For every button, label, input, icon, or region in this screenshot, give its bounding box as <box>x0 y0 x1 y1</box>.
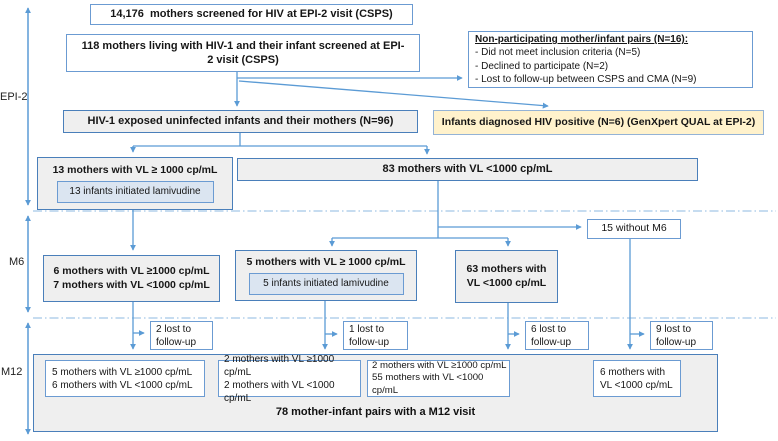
connector-exposed-split <box>133 133 427 147</box>
non-participating-item: - Lost to follow-up between CSPS and CMA… <box>475 73 697 85</box>
lost-box-4: 9 lost to follow-up <box>650 321 713 350</box>
m6-vl-low-line2: VL <1000 cp/mL <box>466 276 547 289</box>
lost-box-1-line2: follow-up <box>156 336 197 348</box>
lamivudine-epi2-text: 13 infants initiated lamivudine <box>69 185 201 197</box>
lost-box-1-line1: 2 lost to <box>156 323 192 335</box>
lamivudine-box-m6: 5 infants initiated lamivudine <box>248 272 404 295</box>
m6-vl-low-box: 63 mothers with VL <1000 cp/mL <box>455 250 558 303</box>
m12-box-2: 2 mothers with VL ≥1000 cp/mL 2 mothers … <box>218 354 361 404</box>
connector-118-to-hiv-positive <box>238 80 549 109</box>
hiv-mothers-box: 118 mothers living with HIV-1 and their … <box>66 34 420 72</box>
vl-low-text: 83 mothers with VL <1000 cp/mL <box>382 163 553 176</box>
lost-box-3: 6 lost to follow-up <box>525 321 589 350</box>
non-participating-item: - Did not meet inclusion criteria (N=5) <box>475 47 641 59</box>
exposed-infants-text: HIV-1 exposed uninfected infants and the… <box>87 115 394 128</box>
m12-box-4: 6 mothers with VL <1000 cp/mL <box>593 360 681 397</box>
stage-label-m12: M12 <box>1 366 23 378</box>
lost-box-4-line2: follow-up <box>656 336 697 348</box>
screened-text: 14,176 mothers screened for HIV at EPI-2… <box>110 8 393 21</box>
m12-box-1-line2: 6 mothers with VL <1000 cp/mL <box>52 379 193 391</box>
m12-box-4-line2: VL <1000 cp/mL <box>600 379 673 391</box>
hiv-positive-box: Infants diagnosed HIV positive (N=6) (Ge… <box>433 110 764 135</box>
lamivudine-m6-text: 5 infants initiated lamivudine <box>263 277 389 289</box>
without-m6-box: 15 without M6 <box>587 219 681 239</box>
hiv-positive-text: Infants diagnosed HIV positive (N=6) (Ge… <box>441 115 756 128</box>
lost-box-3-line2: follow-up <box>531 336 572 348</box>
screened-box: 14,176 mothers screened for HIV at EPI-2… <box>90 4 413 25</box>
vl-high-text: 13 mothers with VL ≥ 1000 cp/mL <box>52 164 218 177</box>
m6-vl-high-box: 5 mothers with VL ≥ 1000 cp/mL 5 infants… <box>235 250 417 301</box>
lost-box-4-line1: 9 lost to <box>656 323 692 335</box>
m12-box-3-line2: 55 mothers with VL <1000 cp/mL <box>372 372 487 396</box>
lost-box-3-line1: 6 lost to <box>531 323 567 335</box>
m6-vl-low-line1: 63 mothers with <box>466 262 547 275</box>
lost-box-2-line1: 1 lost to <box>349 323 385 335</box>
stage-label-epi2: EPI-2 <box>0 91 28 103</box>
m6-dual-vl-line2: 7 mothers with VL <1000 cp/mL <box>53 278 210 291</box>
non-participating-box: Non-participating mother/infant pairs (N… <box>468 31 753 88</box>
vl-low-box: 83 mothers with VL <1000 cp/mL <box>237 158 698 181</box>
m12-box-4-line1: 6 mothers with <box>600 366 666 378</box>
m12-box-2-line2: 2 mothers with VL <1000 cp/mL <box>224 379 338 404</box>
non-participating-item: - Declined to participate (N=2) <box>475 60 609 72</box>
m12-box-3-line1: 2 mothers with VL ≥1000 cp/mL <box>372 359 507 371</box>
vl-high-box: 13 mothers with VL ≥ 1000 cp/mL 13 infan… <box>37 157 233 210</box>
lost-box-2: 1 lost to follow-up <box>343 321 408 350</box>
without-m6-text: 15 without M6 <box>601 222 667 235</box>
m12-box-1-line1: 5 mothers with VL ≥1000 cp/mL <box>52 366 193 378</box>
lost-box-2-line2: follow-up <box>349 336 390 348</box>
m12-summary: 78 mother-infant pairs with a M12 visit <box>275 406 476 418</box>
lost-box-1: 2 lost to follow-up <box>150 321 213 350</box>
m12-box-1: 5 mothers with VL ≥1000 cp/mL 6 mothers … <box>45 360 205 397</box>
stage-label-m6: M6 <box>9 256 25 268</box>
exposed-infants-box: HIV-1 exposed uninfected infants and the… <box>63 110 418 133</box>
connector-vl-low-split <box>332 181 508 239</box>
lamivudine-box-epi2: 13 infants initiated lamivudine <box>56 180 214 203</box>
m12-box-3: 2 mothers with VL ≥1000 cp/mL 55 mothers… <box>367 360 510 397</box>
m12-box-2-line1: 2 mothers with VL ≥1000 cp/mL <box>224 353 337 378</box>
hiv-mothers-text: 118 mothers living with HIV-1 and their … <box>81 39 405 66</box>
non-participating-title: Non-participating mother/infant pairs (N… <box>475 34 689 46</box>
m6-dual-vl-box: 6 mothers with VL ≥1000 cp/mL 7 mothers … <box>43 255 220 302</box>
m6-dual-vl-line1: 6 mothers with VL ≥1000 cp/mL <box>53 264 210 277</box>
m6-vl-high-text: 5 mothers with VL ≥ 1000 cp/mL <box>246 256 406 269</box>
